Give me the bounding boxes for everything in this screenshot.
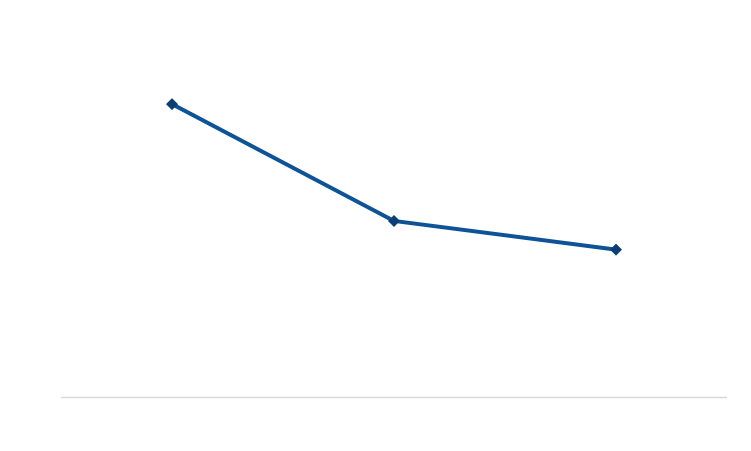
data-point-marker [166, 98, 178, 111]
series-line [170, 102, 618, 252]
series-line-group [166, 98, 622, 256]
data-point-marker [610, 243, 622, 256]
data-point-marker [388, 214, 400, 227]
